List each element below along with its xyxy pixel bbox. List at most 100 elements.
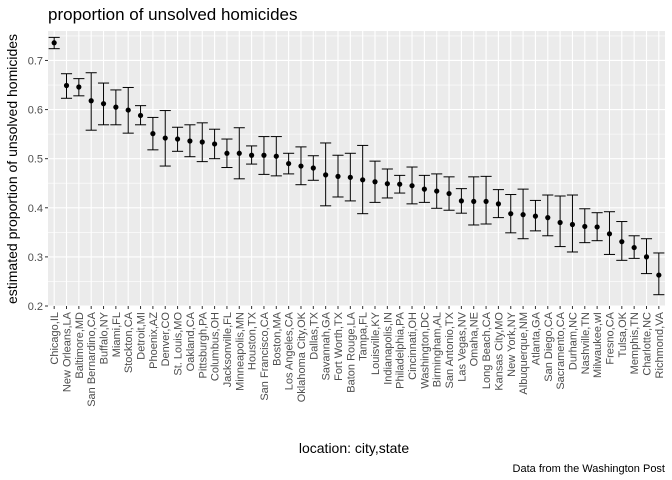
x-tick-label: Savannah,GA <box>321 311 333 380</box>
data-point <box>471 198 477 205</box>
x-tick-label: Las Vegas,NV <box>456 311 468 381</box>
data-point <box>458 198 464 204</box>
x-tick-label: Baton Rouge,LA <box>345 311 357 392</box>
data-point <box>347 174 353 180</box>
x-tick-label: Memphis,TN <box>629 312 641 374</box>
data-point <box>76 84 82 90</box>
data-point <box>88 98 94 104</box>
x-tick-label: Fort Worth,TX <box>333 311 345 381</box>
x-tick-label: San Diego,CA <box>543 311 555 381</box>
x-tick-label: Birmingham,AL <box>432 312 444 387</box>
x-tick-label: Tulsa,OK <box>617 311 629 357</box>
data-point <box>532 213 539 219</box>
data-point <box>409 183 415 189</box>
y-tick-label: 0.3 <box>28 252 43 264</box>
data-point <box>569 221 576 228</box>
data-point <box>236 150 242 156</box>
x-axis-ticks: Chicago,IL New Orleans,LA Baltimore,MD San … <box>49 306 666 407</box>
data-point <box>557 219 563 226</box>
x-tick-label: Miami,FL <box>111 312 123 357</box>
data-point <box>261 152 267 158</box>
data-point <box>125 107 131 113</box>
x-tick-label: Baltimore,MD <box>74 312 86 379</box>
y-axis-ticks: 0.2 0.3 0.4 0.5 0.6 0.7 <box>28 55 48 313</box>
data-point <box>273 153 279 159</box>
data-point <box>619 239 625 245</box>
y-tick-label: 0.5 <box>28 154 43 166</box>
data-point <box>631 244 637 251</box>
major-gridlines <box>48 31 665 307</box>
data-point <box>446 190 452 197</box>
data-point <box>187 138 193 144</box>
x-tick-label: New York,NY <box>506 311 518 376</box>
chart-title: proportion of unsolved homicides <box>48 5 297 24</box>
x-tick-label: Dallas,TX <box>308 311 320 359</box>
x-tick-label: Minneapolis,MN <box>234 312 246 391</box>
data-point <box>545 215 551 221</box>
data-point <box>174 136 181 142</box>
x-tick-label: Washington,DC <box>419 312 431 389</box>
x-axis-title: location: city,state <box>299 440 409 456</box>
x-tick-label: St. Louis,MO <box>173 312 185 376</box>
x-tick-label: San Francisco,CA <box>259 311 271 400</box>
x-tick-label: New Orleans,LA <box>62 311 74 392</box>
x-tick-label: Durham,NC <box>567 312 579 370</box>
x-tick-label: Los Angeles,CA <box>284 311 296 390</box>
x-tick-label: Pittsburgh,PA <box>197 311 209 378</box>
data-point <box>199 139 205 145</box>
x-tick-label: Jacksonville,FL <box>222 312 234 387</box>
x-tick-label: Philadelphia,PA <box>395 311 407 389</box>
x-tick-label: Cincinnati,OH <box>407 312 419 380</box>
data-point <box>137 112 144 119</box>
x-tick-label: Charlotte,NC <box>641 312 653 376</box>
x-tick-label: Oklahoma City,OK <box>296 311 308 402</box>
y-tick-label: 0.6 <box>28 105 43 117</box>
x-tick-label: Stockton,CA <box>123 311 135 373</box>
data-point <box>421 186 427 192</box>
data-point <box>162 135 168 141</box>
x-tick-label: Omaha,NE <box>469 312 481 366</box>
x-tick-label: Houston,TX <box>247 311 259 370</box>
data-point <box>249 152 255 158</box>
x-tick-label: Buffalo,NY <box>99 311 111 364</box>
data-point <box>310 165 316 171</box>
data-point <box>656 272 662 278</box>
y-tick-label: 0.2 <box>28 301 43 313</box>
data-point <box>606 231 613 237</box>
data-point <box>384 181 390 187</box>
x-tick-label: Sacramento,CA <box>555 311 567 389</box>
data-points <box>51 40 662 278</box>
x-tick-label: Richmond,VA <box>654 311 666 378</box>
data-point <box>335 173 341 179</box>
data-point <box>643 254 650 260</box>
x-tick-label: Fresno,CA <box>604 311 616 364</box>
data-point <box>508 211 514 217</box>
y-axis-title: estimated proportion of unsolved homicid… <box>4 34 20 304</box>
data-point <box>360 177 366 183</box>
x-tick-label: Louisville,KY <box>370 311 382 375</box>
data-point <box>286 160 292 167</box>
x-tick-label: Oakland,CA <box>185 311 197 371</box>
x-tick-label: Atlanta,GA <box>530 311 542 365</box>
x-tick-label: Boston,MA <box>271 311 283 365</box>
x-tick-label: Albuquerque,NM <box>518 312 530 395</box>
data-point <box>495 201 502 207</box>
x-tick-label: Kansas City,MO <box>493 312 505 391</box>
x-tick-label: San Bernardino,CA <box>86 311 98 406</box>
data-point <box>100 101 107 107</box>
data-point <box>298 163 304 169</box>
y-tick-label: 0.7 <box>28 55 43 67</box>
x-tick-label: Long Beach,CA <box>481 311 493 389</box>
data-point <box>582 223 588 230</box>
x-tick-label: San Antonio,TX <box>444 311 456 388</box>
data-point <box>397 181 403 187</box>
x-tick-label: Detroit,MI <box>136 312 148 360</box>
data-point <box>211 141 218 147</box>
chart-caption: Data from the Washington Post <box>513 463 665 475</box>
x-tick-label: Columbus,OH <box>210 312 222 381</box>
x-tick-label: Tampa,FL <box>358 312 370 361</box>
data-point <box>434 188 440 194</box>
data-point <box>323 172 329 178</box>
data-point <box>150 131 156 137</box>
